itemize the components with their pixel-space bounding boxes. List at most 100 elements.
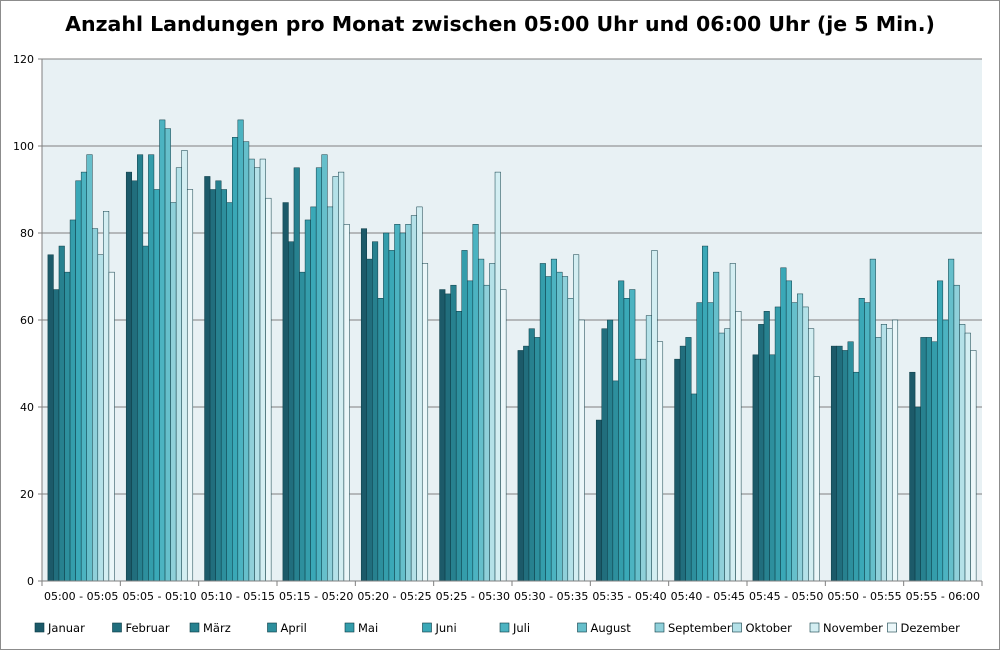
bar bbox=[372, 241, 379, 582]
bar bbox=[724, 328, 731, 582]
bar bbox=[925, 337, 932, 582]
bar bbox=[332, 176, 339, 582]
x-tick-label: 05:25 - 05:30 bbox=[436, 590, 510, 603]
legend-swatch bbox=[887, 622, 897, 633]
bar bbox=[259, 158, 266, 582]
bar bbox=[232, 137, 239, 582]
x-tick-label: 05:15 - 05:20 bbox=[279, 590, 353, 603]
bar bbox=[550, 258, 557, 582]
legend-swatch bbox=[344, 622, 355, 633]
bar bbox=[523, 345, 530, 582]
bar bbox=[265, 197, 272, 582]
bar bbox=[718, 332, 725, 582]
bar bbox=[394, 224, 401, 582]
bar bbox=[953, 284, 960, 582]
x-tick-label: 05:05 - 05:10 bbox=[122, 590, 196, 603]
bar bbox=[80, 171, 87, 582]
bar bbox=[483, 284, 490, 582]
bar bbox=[69, 219, 76, 582]
bar bbox=[964, 332, 971, 582]
bar bbox=[891, 319, 899, 582]
bar bbox=[204, 176, 211, 582]
bar bbox=[243, 141, 250, 582]
bar bbox=[785, 280, 792, 582]
bar bbox=[170, 202, 177, 582]
legend-swatch bbox=[112, 622, 122, 633]
bar bbox=[556, 271, 563, 582]
bar bbox=[455, 311, 462, 582]
x-tick-label: 05:00 - 05:05 bbox=[44, 590, 118, 603]
legend-swatch bbox=[499, 622, 510, 633]
bar bbox=[148, 154, 155, 582]
bar bbox=[421, 263, 429, 582]
bar bbox=[629, 289, 636, 582]
bar bbox=[186, 189, 194, 582]
bar bbox=[137, 154, 144, 582]
bar bbox=[181, 150, 188, 582]
bar bbox=[248, 158, 255, 582]
bar bbox=[327, 206, 334, 582]
chart-title: Anzahl Landungen pro Monat zwischen 05:0… bbox=[65, 12, 935, 36]
bar bbox=[220, 189, 227, 582]
bar bbox=[237, 119, 244, 582]
bar bbox=[226, 202, 233, 582]
bar bbox=[534, 337, 541, 582]
bar bbox=[578, 319, 585, 582]
bar bbox=[780, 267, 787, 582]
bar bbox=[886, 328, 893, 582]
bar bbox=[399, 232, 406, 582]
bar bbox=[853, 371, 860, 582]
y-tick-label: 120 bbox=[13, 53, 34, 66]
bar bbox=[942, 319, 949, 582]
bar bbox=[299, 271, 306, 582]
x-tick-label: 05:45 - 05:50 bbox=[749, 590, 823, 603]
bar bbox=[175, 167, 182, 582]
bar bbox=[797, 293, 804, 582]
bar bbox=[880, 324, 887, 582]
y-tick-label: 20 bbox=[20, 488, 34, 501]
bar bbox=[108, 271, 115, 582]
legend-label: Juli bbox=[512, 621, 530, 635]
bar bbox=[920, 337, 927, 582]
bar bbox=[383, 232, 390, 582]
x-tick-label: 05:10 - 05:15 bbox=[201, 590, 275, 603]
bar bbox=[467, 280, 474, 582]
bar bbox=[858, 298, 865, 582]
bar bbox=[315, 167, 322, 582]
bar bbox=[864, 302, 871, 582]
bar bbox=[948, 258, 955, 582]
bar bbox=[634, 358, 641, 582]
bar bbox=[142, 245, 149, 582]
bar bbox=[909, 371, 916, 582]
bar bbox=[674, 358, 681, 582]
bar bbox=[914, 406, 921, 582]
bar bbox=[937, 280, 944, 582]
bar bbox=[656, 341, 664, 582]
bar bbox=[310, 206, 317, 582]
bar bbox=[75, 180, 82, 582]
bar bbox=[478, 258, 485, 582]
bar bbox=[164, 128, 171, 582]
x-tick-label: 05:20 - 05:25 bbox=[357, 590, 431, 603]
bar bbox=[500, 289, 507, 582]
bar bbox=[416, 206, 423, 582]
bar bbox=[103, 211, 110, 582]
legend-label: August bbox=[591, 621, 632, 635]
bar bbox=[215, 180, 222, 582]
bar bbox=[288, 241, 295, 582]
bar bbox=[752, 354, 759, 582]
x-tick-label: 05:55 - 06:00 bbox=[906, 590, 980, 603]
legend-label: Dezember bbox=[901, 621, 961, 635]
bar bbox=[360, 228, 368, 582]
legend-swatch bbox=[654, 622, 665, 633]
bar bbox=[517, 350, 524, 582]
bar bbox=[450, 284, 457, 582]
bar bbox=[254, 167, 261, 582]
bar bbox=[282, 202, 289, 582]
bar bbox=[153, 189, 160, 582]
bar bbox=[388, 250, 395, 582]
legend-swatch bbox=[267, 622, 277, 633]
bar bbox=[713, 271, 720, 582]
bar bbox=[410, 215, 417, 582]
